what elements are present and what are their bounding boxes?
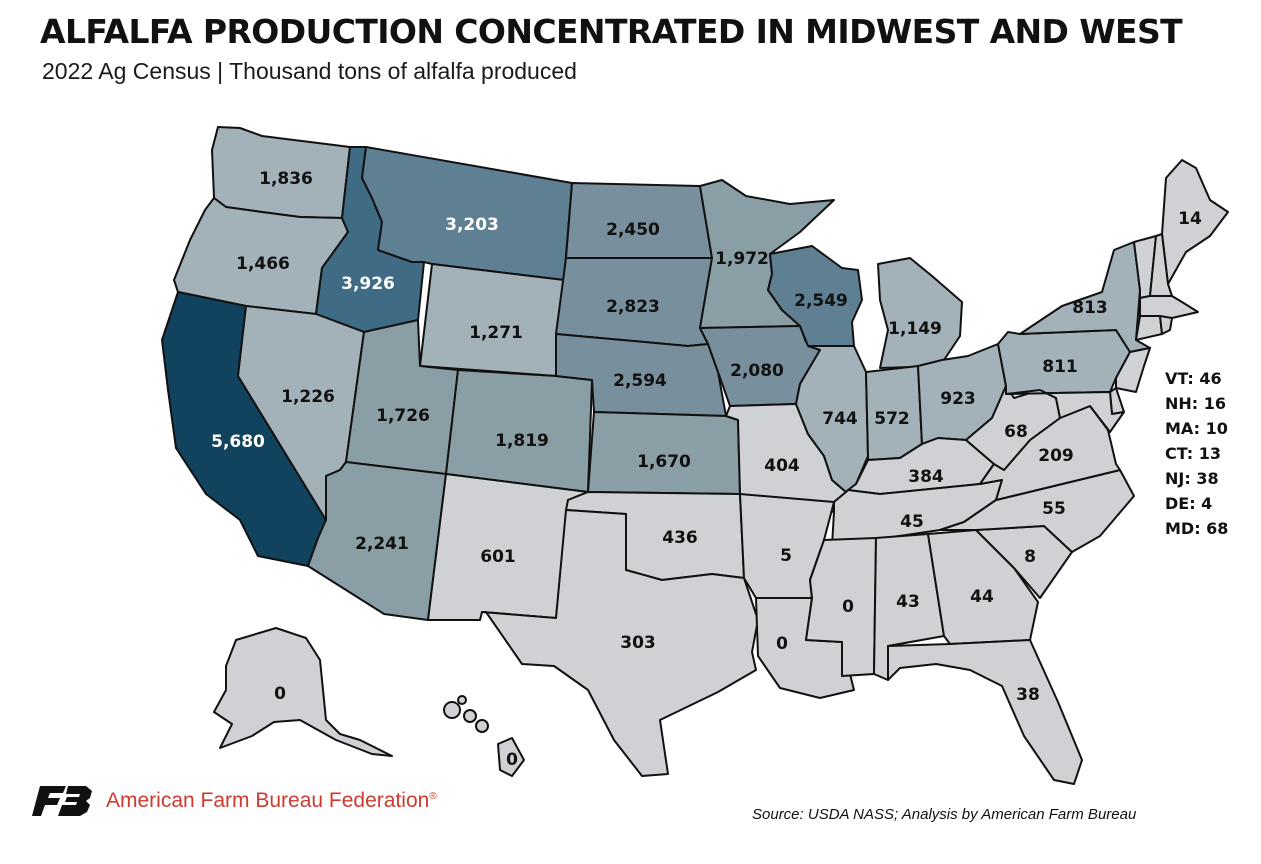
value-label-nm: 601 [480, 547, 516, 567]
value-label-wa: 1,836 [259, 169, 313, 189]
value-label-nv: 1,226 [281, 387, 335, 407]
hawaii-island [443, 701, 461, 719]
small-state-de: DE: 4 [1165, 494, 1213, 513]
state-nj [1115, 347, 1151, 393]
small-state-ma: MA: 10 [1165, 419, 1228, 438]
state-mi [877, 257, 963, 369]
value-label-wy: 1,271 [469, 323, 523, 343]
value-label-ak: 0 [274, 684, 286, 704]
value-label-va: 209 [1038, 446, 1074, 466]
value-label-wv: 68 [1004, 422, 1028, 442]
afbf-logo: American Farm Bureau Federation® [32, 786, 437, 816]
value-label-ky: 384 [908, 467, 944, 487]
value-label-ms: 0 [842, 597, 854, 617]
value-label-la: 0 [776, 634, 788, 654]
trademark-symbol: ® [429, 791, 437, 802]
value-label-tn: 45 [900, 512, 924, 532]
hawaii-island [463, 709, 477, 723]
value-label-ar: 5 [780, 546, 792, 566]
organization-label: American Farm Bureau Federation [106, 789, 430, 812]
value-label-or: 1,466 [236, 254, 290, 274]
value-label-ut: 1,726 [376, 406, 430, 426]
value-label-id: 3,926 [341, 274, 395, 294]
hawaii-island [475, 719, 489, 733]
value-label-mt: 3,203 [445, 215, 499, 235]
hawaii-island [457, 695, 467, 705]
value-label-ga: 44 [970, 587, 994, 607]
value-label-ok: 436 [662, 528, 698, 548]
state-tx [481, 509, 759, 777]
value-label-ny: 813 [1072, 298, 1108, 318]
value-label-in: 572 [874, 409, 910, 429]
state-wy [419, 263, 565, 377]
value-label-sc: 8 [1024, 547, 1036, 567]
state-md [1005, 389, 1125, 433]
state-ma [1139, 295, 1199, 319]
state-ak [213, 627, 393, 757]
value-label-ne: 2,594 [613, 371, 667, 391]
value-label-fl: 38 [1016, 685, 1040, 705]
value-label-hi: 0 [506, 750, 518, 770]
state-shapes [161, 126, 1229, 785]
state-ct [1135, 315, 1163, 341]
value-label-tx: 303 [620, 633, 656, 653]
organization-name: American Farm Bureau Federation® [106, 789, 437, 813]
state-nh [1149, 233, 1173, 297]
state-value-labels: 1,836 1,466 5,680 3,926 1,226 3,203 1,271 1,726… [211, 169, 1202, 770]
small-states-list: VT: 46 NH: 16 MA: 10 CT: 13 NJ: 38 DE: 4 MD: 6… [1165, 366, 1228, 541]
value-label-pa: 811 [1042, 357, 1078, 377]
small-state-nh: NH: 16 [1165, 394, 1227, 413]
value-label-oh: 923 [940, 389, 976, 409]
value-label-wi: 2,549 [794, 291, 848, 311]
value-label-mn: 1,972 [715, 249, 769, 269]
small-state-md: MD: 68 [1165, 519, 1229, 538]
value-label-il: 744 [822, 409, 858, 429]
value-label-mi: 1,149 [888, 319, 942, 339]
value-label-me: 14 [1178, 209, 1202, 229]
source-note: Source: USDA NASS; Analysis by American … [752, 806, 1137, 823]
state-hi [497, 737, 525, 777]
small-state-nj: NJ: 38 [1165, 469, 1219, 488]
value-label-sd: 2,823 [606, 297, 660, 317]
state-co [445, 369, 593, 493]
value-label-co: 1,819 [495, 431, 549, 451]
value-label-nc: 55 [1042, 499, 1066, 519]
value-label-ca: 5,680 [211, 432, 265, 452]
afbf-logo-mark [32, 786, 94, 816]
state-ri [1159, 315, 1173, 335]
value-label-az: 2,241 [355, 534, 409, 554]
small-state-ct: CT: 13 [1165, 444, 1222, 463]
value-label-al: 43 [896, 592, 920, 612]
state-fl [887, 639, 1083, 785]
value-label-nd: 2,450 [606, 220, 660, 240]
value-label-mo: 404 [764, 456, 800, 476]
map-title: ALFALFA PRODUCTION CONCENTRATED IN MIDWE… [40, 12, 1183, 51]
value-label-ia: 2,080 [730, 361, 784, 381]
map-subtitle: 2022 Ag Census | Thousand tons of alfalf… [42, 58, 577, 84]
value-label-ks: 1,670 [637, 452, 691, 472]
small-state-vt: VT: 46 [1165, 369, 1222, 388]
